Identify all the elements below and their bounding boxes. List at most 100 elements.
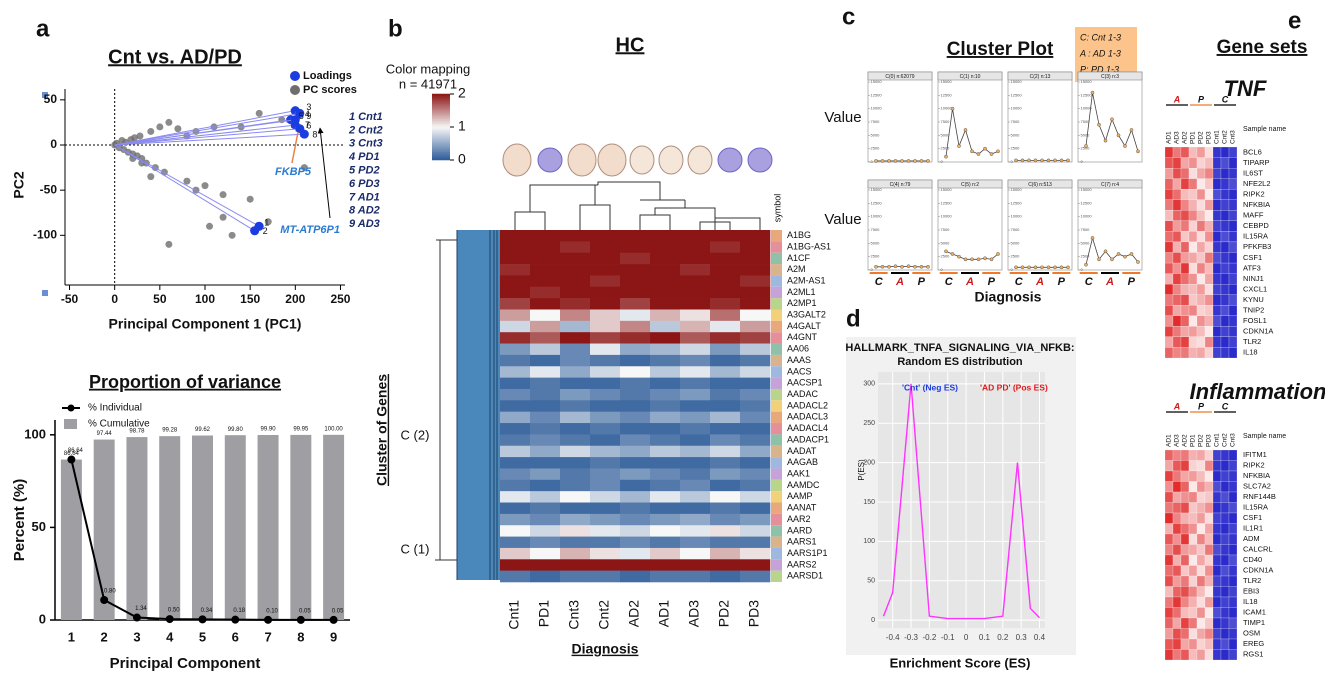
heatmap-cell [650, 343, 681, 356]
heatmap-cell [1180, 523, 1190, 535]
row-label: AARS2 [787, 559, 817, 569]
cluster-point [996, 149, 1000, 154]
score-point [156, 123, 164, 131]
x-tick-label: -0.4 [886, 633, 900, 642]
row-label: CDKN1A [1243, 327, 1273, 336]
set-title: Inflammation [1190, 379, 1325, 404]
row-label: TLR2 [1243, 576, 1261, 585]
score-point [246, 195, 254, 203]
heatmap-cell [1188, 470, 1198, 482]
heatmap-cell [740, 525, 771, 537]
heatmap-cell [1172, 449, 1182, 461]
heatmap-cell [560, 434, 591, 447]
heatmap-cell [1188, 347, 1198, 359]
cluster-point [1084, 144, 1088, 148]
heatmap-cell [530, 343, 561, 356]
cluster-point [1090, 90, 1095, 95]
heatmap-cell [710, 343, 741, 356]
heatmap-cell [1188, 178, 1198, 190]
y-tick-label: 5000 [1081, 132, 1091, 137]
heatmap-cell [1228, 533, 1238, 545]
y-tick-label: -50 [40, 182, 58, 196]
heatmap-cell [680, 388, 711, 401]
x-tick-label: 1 [68, 629, 75, 644]
symbol-strip [771, 286, 782, 299]
heatmap-cell [500, 468, 531, 481]
heatmap-cell [620, 264, 651, 276]
heatmap-cell [1220, 241, 1230, 253]
point-label: 8 [312, 130, 317, 140]
colorbar-step [432, 105, 450, 108]
x-tick-label: 0.3 [1016, 633, 1028, 642]
row-label: A2M [787, 264, 806, 274]
cluster-point [919, 264, 924, 269]
score-point [147, 173, 155, 181]
heatmap-cell [1180, 449, 1190, 461]
row-label: OSM [1243, 629, 1260, 638]
heatmap-cell [1172, 347, 1182, 359]
heatmap-cell [620, 411, 651, 424]
value-label: 100.00 [324, 426, 343, 432]
heatmap-cell [1220, 231, 1230, 243]
cluster-point [1027, 158, 1031, 163]
heatmap-cell [710, 332, 741, 344]
heatmap-cell [1196, 241, 1206, 253]
heatmap-cell [1204, 628, 1214, 640]
cluster-point [1020, 158, 1025, 163]
symbol-strip [771, 241, 782, 253]
chart-title: Gene sets [1217, 37, 1308, 58]
heatmap-cell [1180, 315, 1190, 327]
heatmap-cell [1196, 178, 1206, 190]
heatmap-cell [1180, 533, 1190, 545]
heatmap-cell [1204, 315, 1214, 327]
column-label: Cnt3 [1230, 433, 1237, 447]
heatmap-cell [650, 536, 681, 549]
row-label: AADAC [787, 389, 819, 399]
heatmap-cell [1164, 305, 1174, 316]
heatmap-cell [1228, 241, 1238, 253]
y-tick-label: 10000 [871, 214, 883, 219]
icon [42, 290, 48, 296]
heatmap-cell [650, 525, 681, 537]
heatmap-cell [710, 411, 741, 424]
heatmap-cell [620, 309, 651, 322]
row-label: AACS [787, 366, 812, 376]
heatmap-cell [1180, 575, 1190, 587]
colorbar-step [432, 100, 450, 103]
x-tick-label: 0.4 [1034, 633, 1046, 642]
heatmap-cell [1180, 481, 1190, 493]
heatmap-cell [560, 298, 591, 310]
subplot-frame [1077, 71, 1143, 163]
heatmap-cell [1228, 586, 1238, 598]
row-label: RIPK2 [1243, 189, 1265, 198]
heatmap-cell [680, 275, 711, 288]
heatmap-cell [650, 547, 681, 560]
heatmap-cell [1204, 210, 1214, 221]
heatmap-cell [1164, 586, 1174, 598]
colorbar-step [432, 113, 450, 116]
heatmap-cell [1164, 617, 1174, 629]
chart-title: HC [616, 34, 645, 56]
colorbar-step [432, 136, 450, 139]
heatmap-cell [1228, 607, 1238, 619]
heatmap-cell [500, 479, 531, 492]
heatmap-cell [740, 252, 771, 265]
colorbar-tick-label: 1 [458, 118, 466, 134]
heatmap-cell [1196, 617, 1206, 629]
row-label: NFKBIA [1243, 200, 1270, 209]
heatmap-cell [680, 513, 711, 526]
cluster-point [1014, 158, 1018, 163]
loading-point [250, 226, 260, 236]
y-axis-label: PC2 [11, 171, 27, 198]
cluster-point [913, 264, 917, 269]
heatmap-cell [650, 468, 681, 481]
x-tick-label: 0.2 [997, 633, 1009, 642]
symbol-strip [771, 423, 782, 435]
heatmap-cell [1188, 189, 1198, 200]
heatmap-cell [1180, 554, 1190, 566]
y-tick-label: 12500 [1081, 92, 1093, 97]
y-tick-label: 5000 [871, 240, 881, 245]
y-tick-label: 100 [863, 538, 875, 545]
heatmap-cell [1196, 565, 1206, 577]
heatmap-cell [740, 536, 771, 549]
